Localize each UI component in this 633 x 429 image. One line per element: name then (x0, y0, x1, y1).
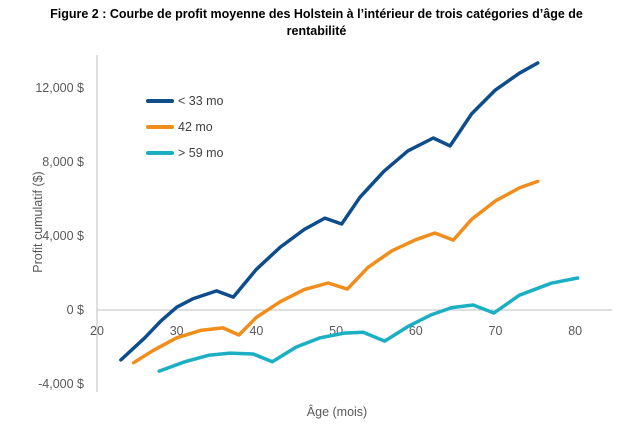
legend-label: > 59 mo (178, 146, 224, 160)
y-tick-label: 8,000 $ (42, 155, 84, 169)
chart-title-line-1: Figure 2 : Courbe de profit moyenne des … (50, 7, 583, 21)
x-tick-label: 20 (90, 324, 104, 338)
x-tick-label: 80 (568, 324, 582, 338)
y-tick-label: 0 $ (67, 303, 84, 317)
y-axis-label: Profit cumulatif ($) (31, 171, 45, 272)
legend-label: < 33 mo (178, 94, 224, 108)
chart-title-line-2: rentabilité (286, 24, 347, 38)
x-tick-label: 30 (170, 324, 184, 338)
legend-label: 42 mo (178, 120, 213, 134)
y-tick-label: -4,000 $ (38, 377, 84, 391)
y-tick-label: 12,000 $ (35, 81, 84, 95)
series-line-2 (157, 276, 580, 373)
y-tick-label: 4,000 $ (42, 229, 84, 243)
chart-title: Figure 2 : Courbe de profit moyenne des … (0, 6, 633, 40)
x-axis-label: Âge (mois) (307, 404, 367, 419)
x-tick-label: 70 (489, 324, 503, 338)
series-line-1 (131, 179, 540, 365)
x-tick-label: 60 (409, 324, 423, 338)
x-tick-label: 40 (249, 324, 263, 338)
series-line-0 (119, 61, 540, 362)
